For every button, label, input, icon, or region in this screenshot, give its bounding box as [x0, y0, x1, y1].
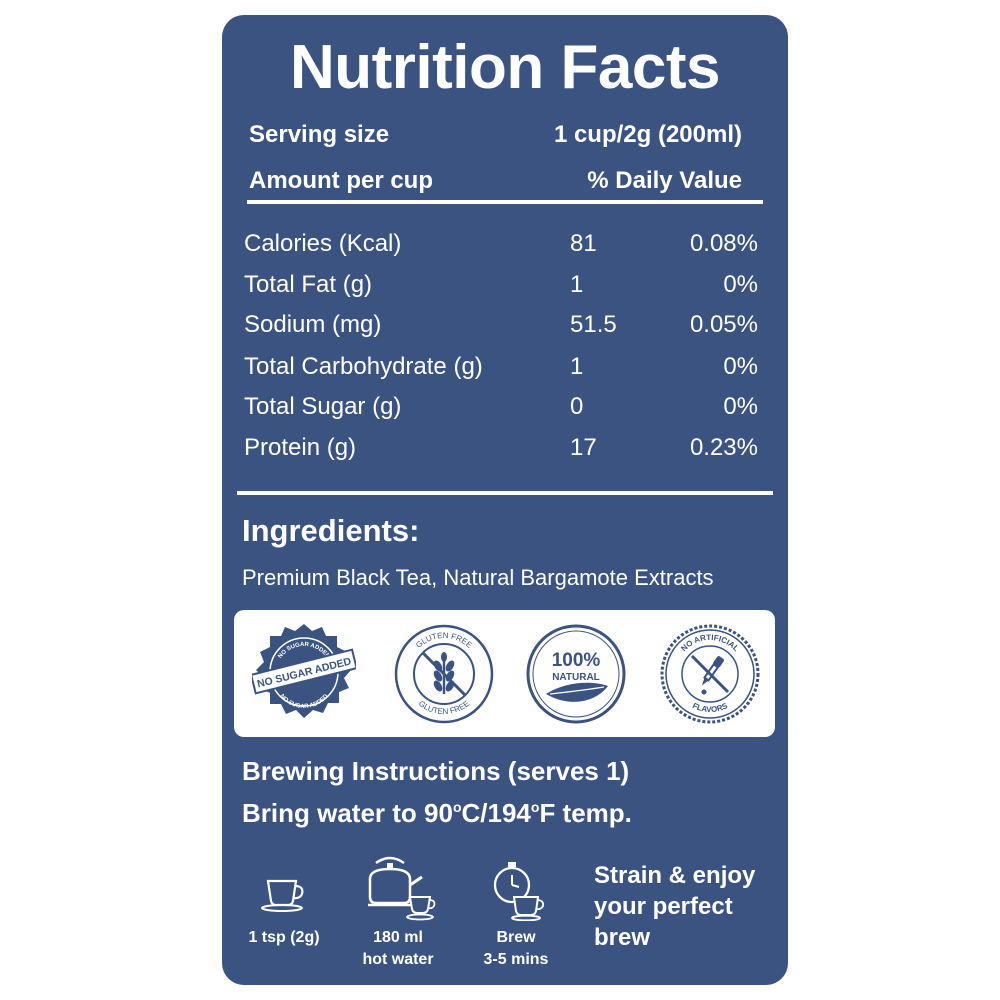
brewing-instructions: Brewing Instructions (serves 1) Bring wa… [242, 753, 632, 831]
nutrient-amount: 0 [570, 393, 584, 420]
nutrient-row: Total Sugar (g) 0 0% [244, 392, 764, 422]
serving-size-label: Serving size [249, 121, 390, 148]
nutrient-amount: 1 [570, 353, 584, 380]
nutrient-label: Total Carbohydrate (g) [244, 353, 483, 380]
nutrient-label: Protein (g) [244, 434, 357, 461]
nutrient-row: Total Fat (g) 1 0% [244, 270, 764, 300]
svg-text:100%: 100% [552, 650, 601, 671]
nutrient-amount: 81 [570, 230, 597, 257]
leaf-icon [546, 682, 608, 702]
natural-badge-icon: 100% NATURAL [526, 624, 626, 724]
nutrient-row: Sodium (mg) 51.5 0.05% [244, 310, 764, 340]
nutrients-divider [237, 491, 773, 495]
ingredients-heading: Ingredients: [242, 513, 420, 548]
kettle-icon [368, 856, 436, 921]
svg-text:FLAVORS: FLAVORS [691, 701, 729, 714]
nutrition-panel: Nutrition Facts Serving size 1 cup/2g (2… [222, 15, 788, 985]
timer-cup-icon [493, 862, 545, 921]
nutrient-daily-value: 0% [723, 271, 758, 298]
nutrient-daily-value: 0% [723, 353, 758, 380]
no-artificial-flavors-badge-icon: NO ARTIFICIAL FLAVORS [660, 624, 760, 724]
step-water-amount: 180 ml hot water [362, 929, 434, 968]
nutrient-label: Sodium (mg) [244, 311, 382, 338]
nutrient-amount: 1 [570, 271, 584, 298]
nutrient-daily-value: 0.05% [689, 311, 758, 338]
teacup-icon [261, 879, 304, 912]
step-brew-time: Brew 3-5 mins [483, 929, 549, 968]
svg-text:GLUTEN FREE: GLUTEN FREE [414, 631, 474, 650]
brewing-title: Brewing Instructions (serves 1) [242, 756, 630, 786]
svg-text:NATURAL: NATURAL [552, 672, 600, 683]
nutrient-daily-value: 0% [723, 393, 758, 420]
nutrient-daily-value: 0.23% [689, 434, 758, 461]
strain-enjoy-text: Strain & enjoy your perfect brew [594, 862, 756, 951]
nutrient-amount: 51.5 [570, 311, 617, 338]
gluten-free-badge-icon: GLUTEN FREE GLUTEN FREE [394, 624, 494, 724]
certification-badges: NO SUGAR ADDED NO SUGAR ADDED NO SUGAR A… [234, 610, 775, 737]
nutrient-amount: 17 [570, 434, 597, 461]
nutrient-row: Total Carbohydrate (g) 1 0% [244, 352, 764, 382]
nutrient-label: Total Fat (g) [244, 271, 373, 298]
amount-per-cup-label: Amount per cup [249, 167, 433, 194]
no-sugar-badge-icon: NO SUGAR ADDED NO SUGAR ADDED NO SUGAR A… [252, 624, 356, 718]
brewing-temperature: Bring water to 90oC/194oF temp. [242, 798, 632, 828]
step-tea-amount: 1 tsp (2g) [248, 929, 320, 946]
nutrient-row: Calories (Kcal) 81 0.08% [244, 229, 764, 259]
nutrient-row: Protein (g) 17 0.23% [244, 433, 764, 463]
nutrient-daily-value: 0.08% [689, 230, 758, 257]
daily-value-label: % Daily Value [587, 167, 742, 194]
ingredients-text: Premium Black Tea, Natural Bargamote Ext… [242, 565, 714, 590]
serving-size-value: 1 cup/2g (200ml) [553, 121, 742, 148]
header-divider [247, 200, 763, 204]
nutrient-label: Calories (Kcal) [244, 230, 402, 257]
page-title: Nutrition Facts [290, 33, 720, 102]
nutrient-label: Total Sugar (g) [244, 393, 402, 420]
svg-text:GLUTEN FREE: GLUTEN FREE [417, 699, 471, 716]
